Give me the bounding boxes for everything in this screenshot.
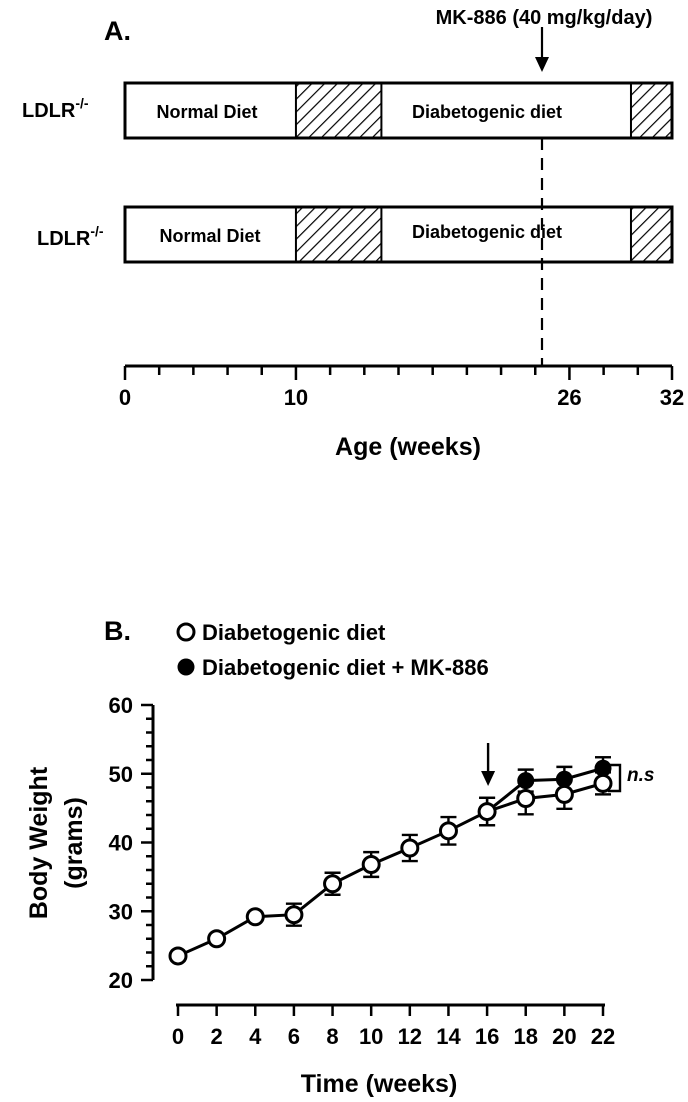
row-2-segment-3 [381, 207, 631, 262]
x-tick-label: 16 [475, 1024, 499, 1049]
body-weight-axes [141, 703, 605, 1016]
row-2-bar-outline [123, 205, 674, 264]
row-2-segment-1 [125, 207, 296, 262]
series-1-point [554, 784, 574, 804]
y-tick-label: 40 [109, 831, 133, 856]
series-1-point [516, 789, 536, 808]
row-1-segment-2 [295, 83, 382, 138]
bracket-line [608, 763, 622, 793]
age-tick-label: 32 [660, 385, 684, 410]
treatment-start-arrow [481, 743, 496, 786]
x-tick-label: 14 [436, 1024, 461, 1049]
legend: Diabetogenic diet Diabetogenic diet + MK… [176, 620, 489, 680]
row-1-group-label: LDLR-/- [22, 95, 89, 122]
age-axis-title: Age (weeks) [335, 433, 481, 461]
x-tick-label: 20 [552, 1024, 576, 1049]
row-2-group-label: LDLR-/- [37, 223, 104, 250]
age-axis-tick-labels: 0 10 26 32 [119, 385, 684, 410]
series-2-point [555, 770, 573, 788]
mk886-arrow [535, 27, 549, 72]
series-2-point [517, 772, 535, 790]
series-1-point [361, 855, 381, 874]
x-tick-label: 22 [591, 1024, 615, 1049]
series-1-point [323, 874, 343, 894]
x-axis-title: Time (weeks) [301, 1070, 458, 1098]
age-tick-label: 26 [557, 385, 581, 410]
legend-filled-marker [177, 658, 195, 676]
mk886-annotation: MK-886 (40 mg/kg/day) [436, 7, 653, 29]
svg-text:LDLR-/-: LDLR-/- [37, 223, 104, 250]
age-axis [123, 364, 674, 380]
age-tick-label: 0 [119, 385, 131, 410]
y-axis-title-line-1: Body Weight [25, 766, 53, 919]
x-tick-label: 18 [513, 1024, 537, 1049]
x-tick-label: 8 [326, 1024, 338, 1049]
arrow-head [481, 771, 496, 786]
series-lines [177, 766, 604, 958]
y-axis-tick-labels: 20 30 40 50 60 [109, 693, 133, 993]
series-1-point [400, 838, 420, 858]
row-2-segment-2 [295, 207, 382, 262]
series-1-point [284, 905, 304, 925]
series-1-point [593, 773, 613, 793]
row-1-segment-1 [125, 83, 296, 138]
series-1-point [168, 946, 188, 966]
series-1-point [245, 907, 265, 927]
row-2-normal-diet-label: Normal Diet [159, 226, 260, 246]
x-tick-label: 10 [359, 1024, 383, 1049]
data-markers [168, 759, 613, 966]
row-2-segment-4 [630, 207, 672, 262]
panel-a-label: A. [104, 16, 131, 46]
legend-series-1-label: Diabetogenic diet [202, 620, 386, 645]
svg-text:LDLR-/-: LDLR-/- [22, 95, 89, 122]
diet-bar-row-2 [123, 205, 674, 264]
series-2-line [486, 766, 604, 813]
legend-series-2-label: Diabetogenic diet + MK-886 [202, 655, 489, 680]
series-1-line [177, 781, 604, 958]
x-axis-tick-labels: 0 2 4 6 8 10 12 14 16 18 20 22 [172, 1024, 615, 1049]
row-2-diabetogenic-label: Diabetogenic diet [412, 222, 562, 242]
x-tick-label: 0 [172, 1024, 184, 1049]
diet-bar-row-1 [123, 81, 674, 140]
series-1-point [477, 802, 497, 822]
y-tick-label: 30 [109, 899, 133, 924]
row-1-segment-4 [630, 83, 672, 138]
row-1-bar-outline [123, 81, 674, 140]
age-tick-label: 10 [284, 385, 308, 410]
series-2-point [594, 759, 612, 777]
significance-label: n.s [627, 765, 654, 786]
series-1-point [207, 929, 227, 949]
y-axis-title-line-2: (grams) [60, 797, 88, 889]
x-tick-label: 4 [249, 1024, 262, 1049]
x-tick-label: 6 [288, 1024, 300, 1049]
panel-b-label: B. [104, 616, 131, 646]
row-1-diabetogenic-label: Diabetogenic diet [412, 102, 562, 122]
significance-bracket [608, 763, 622, 793]
y-tick-label: 50 [109, 762, 133, 787]
y-tick-label: 60 [109, 693, 133, 718]
x-tick-label: 12 [398, 1024, 422, 1049]
row-1-normal-diet-label: Normal Diet [156, 102, 257, 122]
y-tick-label: 20 [109, 968, 133, 993]
row-1-segment-3 [381, 83, 631, 138]
x-tick-label: 2 [211, 1024, 223, 1049]
series-1-point [438, 821, 458, 841]
legend-open-marker [176, 622, 196, 642]
